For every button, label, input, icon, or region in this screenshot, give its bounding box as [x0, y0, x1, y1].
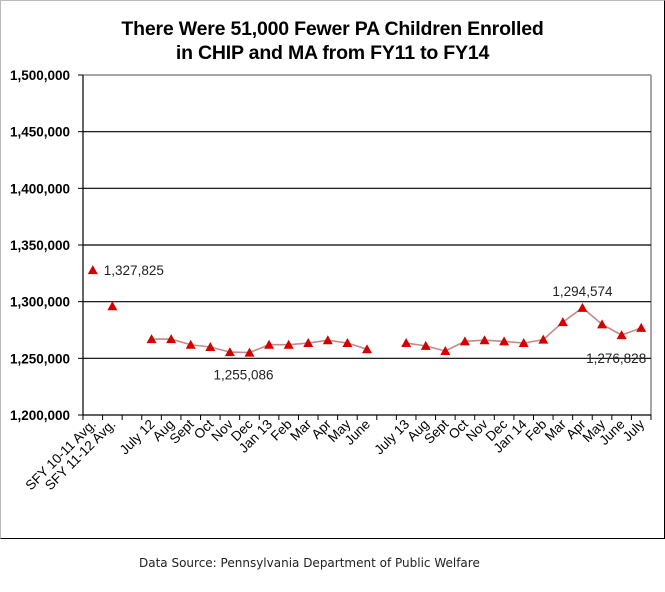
data-point-marker: [420, 340, 431, 350]
data-point-marker: [362, 344, 372, 354]
data-point-marker: [440, 345, 451, 355]
y-tick-label: 1,450,000: [10, 125, 70, 140]
data-label: 1,327,825: [104, 263, 164, 278]
data-source-note: Data Source: Pennsylvania Department of …: [139, 556, 480, 570]
x-tick-label: July: [620, 416, 648, 444]
chart-title-line-1: There Were 51,000 Fewer PA Children Enro…: [121, 18, 544, 40]
data-point-marker: [597, 319, 608, 329]
data-label: 1,294,574: [552, 284, 613, 299]
data-point-marker: [224, 347, 235, 357]
data-label: 1,276,828: [586, 351, 646, 366]
series-line-segment: [151, 338, 368, 354]
y-axis: 1,200,000 1,250,000 1,300,000 1,350,000 1,40…: [10, 68, 84, 423]
y-tick-label: 1,250,000: [10, 351, 70, 366]
data-point-marker: [616, 330, 627, 340]
data-point-marker: [636, 322, 647, 332]
y-tick-label: 1,350,000: [10, 238, 70, 253]
data-point-marker: [264, 339, 275, 349]
data-point-marker: [205, 342, 216, 351]
data-point-marker: [538, 334, 549, 344]
chart-title-line-2: in CHIP and MA from FY11 to FY14: [175, 42, 490, 64]
x-tick-label: July 12: [117, 417, 158, 458]
line-chart: 1,200,000 1,250,000 1,300,000 1,350,000 1,40…: [10, 68, 652, 493]
y-tick-label: 1,400,000: [10, 181, 70, 196]
data-point-marker: [303, 338, 314, 348]
data-point-marker: [499, 336, 510, 346]
y-tick-label: 1,200,000: [10, 408, 70, 423]
y-tick-label: 1,500,000: [10, 68, 70, 83]
data-point-marker: [322, 335, 333, 345]
data-point-marker: [557, 317, 568, 327]
data-point-marker: [166, 334, 177, 344]
gridlines: [83, 74, 652, 415]
data-point-marker: [401, 338, 412, 348]
data-labels: 1,327,825 1,255,086 1,294,574 1,276,828: [104, 263, 646, 382]
series-lines: [151, 306, 642, 354]
data-point-marker: [518, 338, 529, 348]
x-axis: SFY 10-11 Avg.SFY 11-12 Avg.July 12AugSe…: [22, 414, 652, 493]
data-point-marker: [577, 302, 588, 312]
data-point-marker: [342, 338, 353, 348]
data-point-marker: [146, 334, 157, 344]
data-point-marker: [283, 339, 294, 349]
y-tick-label: 1,300,000: [10, 295, 70, 310]
x-tick-label: July 13: [371, 417, 412, 458]
data-point-marker: [185, 339, 196, 349]
series-markers: [87, 265, 647, 357]
chart-title: There Were 51,000 Fewer PA Children Enro…: [0, 17, 665, 65]
data-label: 1,255,086: [213, 368, 273, 383]
data-point-marker: [459, 336, 470, 346]
data-point-marker: [87, 265, 98, 275]
data-point-marker: [479, 335, 490, 345]
data-point-marker: [244, 347, 255, 357]
data-point-marker: [107, 301, 118, 311]
